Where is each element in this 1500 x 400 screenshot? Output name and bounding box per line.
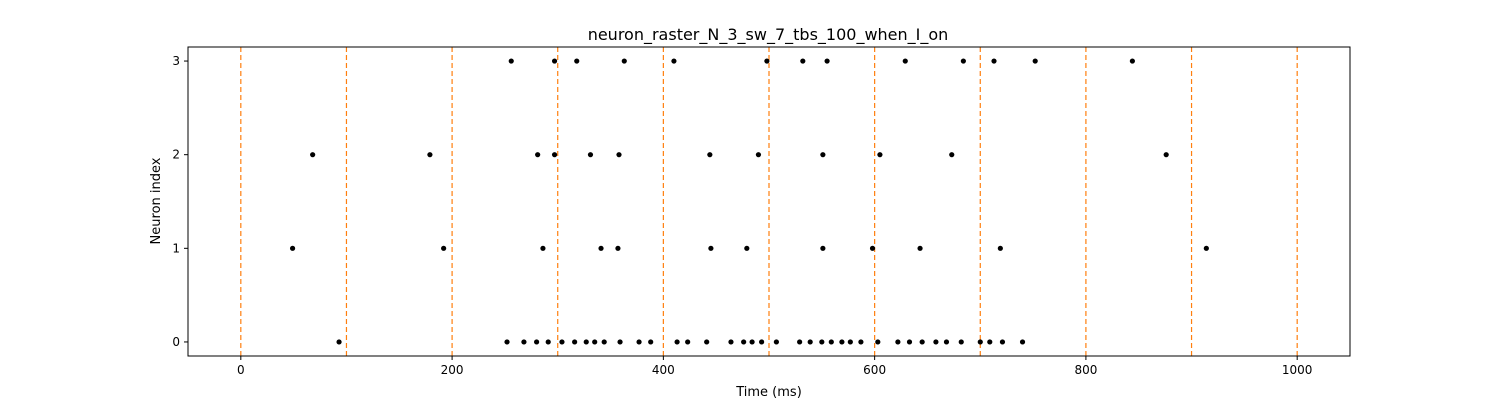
- spike-point: [987, 339, 993, 345]
- y-tick-label: 0: [172, 335, 180, 349]
- x-tick-label: 0: [237, 363, 245, 377]
- spike-point: [534, 339, 540, 345]
- event-lines: [240, 47, 1298, 356]
- spike-point: [336, 339, 342, 345]
- spike-point: [960, 58, 966, 64]
- spike-point: [949, 152, 955, 158]
- spike-point: [289, 245, 296, 251]
- spike-point: [820, 152, 826, 158]
- spike-point: [755, 152, 762, 158]
- spike-points: [289, 58, 1209, 345]
- spike-point: [847, 339, 853, 345]
- spike-point: [521, 339, 527, 345]
- spike-point: [540, 245, 546, 251]
- spike-point: [773, 339, 779, 345]
- spike-point: [504, 339, 510, 345]
- spike-point: [508, 58, 514, 64]
- spike-point: [427, 152, 433, 158]
- spike-point: [824, 58, 830, 64]
- spike-point: [759, 339, 765, 345]
- spike-point: [441, 245, 447, 251]
- spike-point: [877, 152, 883, 158]
- spike-point: [671, 58, 677, 64]
- spike-point: [797, 339, 803, 345]
- spike-point: [943, 339, 950, 345]
- spike-point: [1129, 58, 1135, 64]
- spike-point: [828, 339, 834, 345]
- plot-frame: [187, 46, 1351, 357]
- spike-point: [621, 58, 627, 64]
- spike-point: [997, 245, 1003, 251]
- y-axis-label: Neuron index: [149, 157, 164, 244]
- spike-point: [807, 339, 813, 345]
- spike-point: [545, 339, 551, 345]
- spike-point: [819, 339, 825, 345]
- y-tick-label: 2: [172, 148, 180, 162]
- spike-point: [895, 339, 901, 345]
- spike-point: [587, 152, 594, 158]
- y-tick-label: 1: [172, 241, 180, 255]
- y-axis: 0 1 2 3: [172, 54, 188, 349]
- spike-point: [685, 339, 691, 345]
- x-tick-label: 400: [652, 363, 675, 377]
- spike-point: [674, 339, 680, 345]
- spike-point: [592, 339, 598, 345]
- spike-point: [551, 58, 558, 64]
- spike-point: [977, 339, 983, 345]
- spike-point: [551, 152, 558, 158]
- y-tick-label: 3: [172, 54, 180, 68]
- spike-point: [598, 245, 604, 251]
- spike-point: [601, 339, 607, 345]
- spike-point: [933, 339, 939, 345]
- spike-point: [875, 339, 881, 345]
- spike-point: [858, 339, 864, 345]
- spike-point: [728, 339, 734, 345]
- spike-point: [764, 58, 770, 64]
- spike-point: [535, 152, 541, 158]
- spike-point: [574, 58, 580, 64]
- spike-point: [572, 339, 578, 345]
- spike-point: [958, 339, 964, 345]
- x-tick-label: 600: [863, 363, 886, 377]
- spike-point: [617, 339, 623, 345]
- x-tick-label: 800: [1074, 363, 1097, 377]
- spike-point: [917, 245, 923, 251]
- spike-point: [902, 58, 908, 64]
- spike-point: [583, 339, 589, 345]
- spike-point: [648, 339, 654, 345]
- spike-point: [707, 152, 713, 158]
- x-axis-label: Time (ms): [735, 385, 802, 400]
- spike-point: [1019, 339, 1026, 345]
- spike-point: [744, 245, 750, 251]
- spike-point: [704, 339, 710, 345]
- spike-point: [741, 339, 747, 345]
- spike-point: [991, 58, 997, 64]
- spike-point: [749, 339, 755, 345]
- spike-point: [708, 245, 714, 251]
- spike-point: [310, 152, 316, 158]
- spike-point: [616, 152, 622, 158]
- spike-point: [906, 339, 913, 345]
- spike-point: [839, 339, 845, 345]
- spike-point: [919, 339, 925, 345]
- spike-point: [999, 339, 1006, 345]
- spike-point: [615, 245, 621, 251]
- spike-point: [1032, 58, 1038, 64]
- spike-point: [1163, 152, 1169, 158]
- spike-point: [869, 245, 876, 251]
- x-axis: 0 200 400 600 800 1000: [237, 356, 1312, 377]
- spike-point: [1203, 245, 1209, 251]
- spike-point: [559, 339, 565, 345]
- x-tick-label: 200: [441, 363, 464, 377]
- spike-point: [636, 339, 642, 345]
- spike-point: [800, 58, 806, 64]
- x-tick-label: 1000: [1282, 363, 1313, 377]
- spike-point: [820, 245, 826, 251]
- chart-title: neuron_raster_N_3_sw_7_tbs_100_when_I_on: [588, 25, 949, 45]
